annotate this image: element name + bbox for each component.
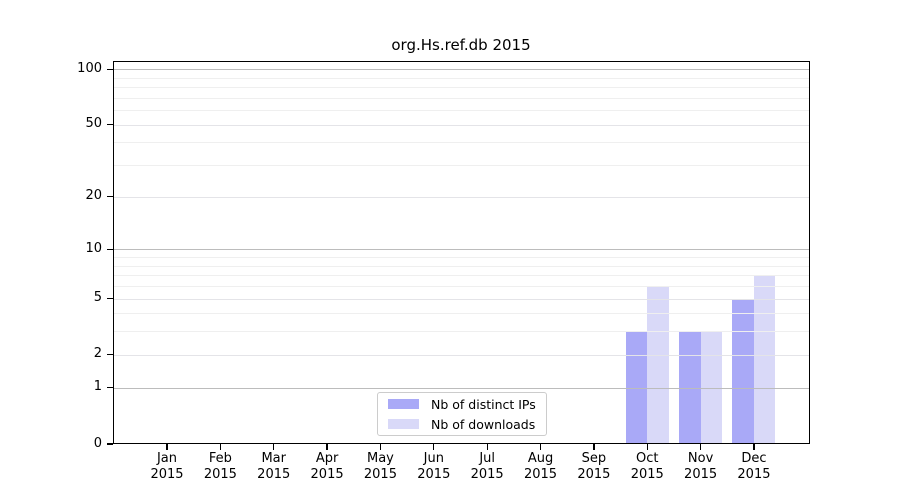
x-tick-label-nov-2015: Nov 2015 [674,451,728,483]
y-tickmark-0 [106,443,113,445]
legend-item-distinct-ips: Nb of distinct IPs [388,397,536,412]
legend-label-downloads: Nb of downloads [431,416,536,432]
x-tick-year-dec-2015: 2015 [737,467,771,482]
x-tickmark-oct-2015 [646,444,648,450]
x-tickmark-jun-2015 [433,444,435,450]
y-tick-label-50: 50 [85,116,102,132]
x-tickmark-nov-2015 [699,444,702,450]
x-tick-label-dec-2015: Dec 2015 [727,451,781,483]
x-tick-year-feb-2015: 2015 [203,467,237,482]
x-tickmark-jul-2015 [486,444,488,450]
x-tick-year-jul-2015: 2015 [470,467,504,482]
x-tickmark-aug-2015 [539,444,542,450]
y-tick-label-0: 0 [93,435,102,451]
x-tickmark-mar-2015 [273,444,275,450]
minor-gridline-4 [112,313,810,315]
x-tick-label-aug-2015: Aug 2015 [514,451,568,483]
x-tick-label-sep-2015: Sep 2015 [567,451,621,483]
y-tickmark-50 [106,124,113,126]
x-tick-label-may-2015: May 2015 [353,451,407,483]
x-tick-year-aug-2015: 2015 [523,467,558,482]
chart-title: org.Hs.ref.db 2015 [391,36,531,54]
x-tick-label-jun-2015: Jun 2015 [407,451,461,483]
y-tick-label-100: 100 [77,60,102,76]
x-tick-label-mar-2015: Mar 2015 [247,451,301,483]
minor-gridline-30 [112,165,810,167]
x-tick-label-feb-2015: Feb 2015 [193,451,247,483]
bar-nb-of-distinct-ips-nov-2015 [679,331,701,444]
major-gridline-20 [112,196,810,198]
y-tickmark-2 [106,354,113,356]
x-tickmark-may-2015 [379,444,382,450]
major-gridline-2 [112,354,810,356]
major-gridline-5 [112,298,810,300]
x-tick-label-jan-2015: Jan 2015 [140,451,194,483]
x-tickmark-feb-2015 [219,444,221,450]
bar-nb-of-distinct-ips-dec-2015 [732,298,754,444]
minor-gridline-8 [112,265,810,267]
y-tick-label-1: 1 [93,379,102,395]
bar-nb-of-distinct-ips-oct-2015 [625,331,648,444]
minor-gridline-3 [112,331,810,333]
major-gridline-50 [112,124,810,126]
x-tick-label-jul-2015: Jul 2015 [460,451,514,483]
major-gridline-100 [112,69,810,71]
x-tick-year-jan-2015: 2015 [150,467,184,482]
x-tickmark-jan-2015 [166,444,168,450]
minor-gridline-9 [112,257,810,259]
minor-gridline-80 [112,87,810,89]
minor-gridline-60 [112,110,810,112]
x-tick-year-oct-2015: 2015 [630,467,664,482]
legend-swatch-distinct-ips [388,399,419,409]
x-tick-label-apr-2015: Apr 2015 [300,451,354,483]
legend-item-downloads: Nb of downloads [388,417,536,432]
y-tick-label-2: 2 [93,346,102,362]
x-tickmark-apr-2015 [326,444,328,450]
major-gridline-1 [112,387,810,389]
y-tick-label-5: 5 [93,290,102,306]
bar-nb-of-downloads-oct-2015 [647,286,669,444]
y-tick-label-10: 10 [85,240,102,256]
x-tick-year-jun-2015: 2015 [417,467,451,482]
x-tickmark-dec-2015 [753,444,755,450]
minor-gridline-7 [112,275,810,277]
x-tick-year-apr-2015: 2015 [310,467,344,482]
minor-gridline-6 [112,286,810,287]
minor-gridline-70 [112,97,810,99]
minor-gridline-90 [112,77,810,79]
legend: Nb of distinct IPs Nb of downloads [377,392,547,436]
x-tick-year-sep-2015: 2015 [577,467,611,482]
major-gridline-10 [112,249,810,251]
x-tick-year-may-2015: 2015 [363,467,397,482]
y-tickmark-20 [106,196,113,198]
minor-gridline-40 [112,142,810,144]
x-tick-label-oct-2015: Oct 2015 [620,451,674,483]
legend-swatch-downloads [388,419,419,429]
x-tickmark-sep-2015 [593,444,595,450]
bar-nb-of-downloads-nov-2015 [700,331,723,444]
x-tick-year-nov-2015: 2015 [684,467,718,482]
x-tick-year-mar-2015: 2015 [257,467,291,482]
y-tickmark-1 [106,387,113,389]
y-tick-label-20: 20 [85,188,102,204]
y-tickmark-10 [106,248,113,250]
bar-nb-of-downloads-dec-2015 [753,275,776,444]
y-tickmark-100 [106,68,113,70]
y-tickmark-5 [106,297,113,300]
legend-label-distinct-ips: Nb of distinct IPs [431,396,536,412]
